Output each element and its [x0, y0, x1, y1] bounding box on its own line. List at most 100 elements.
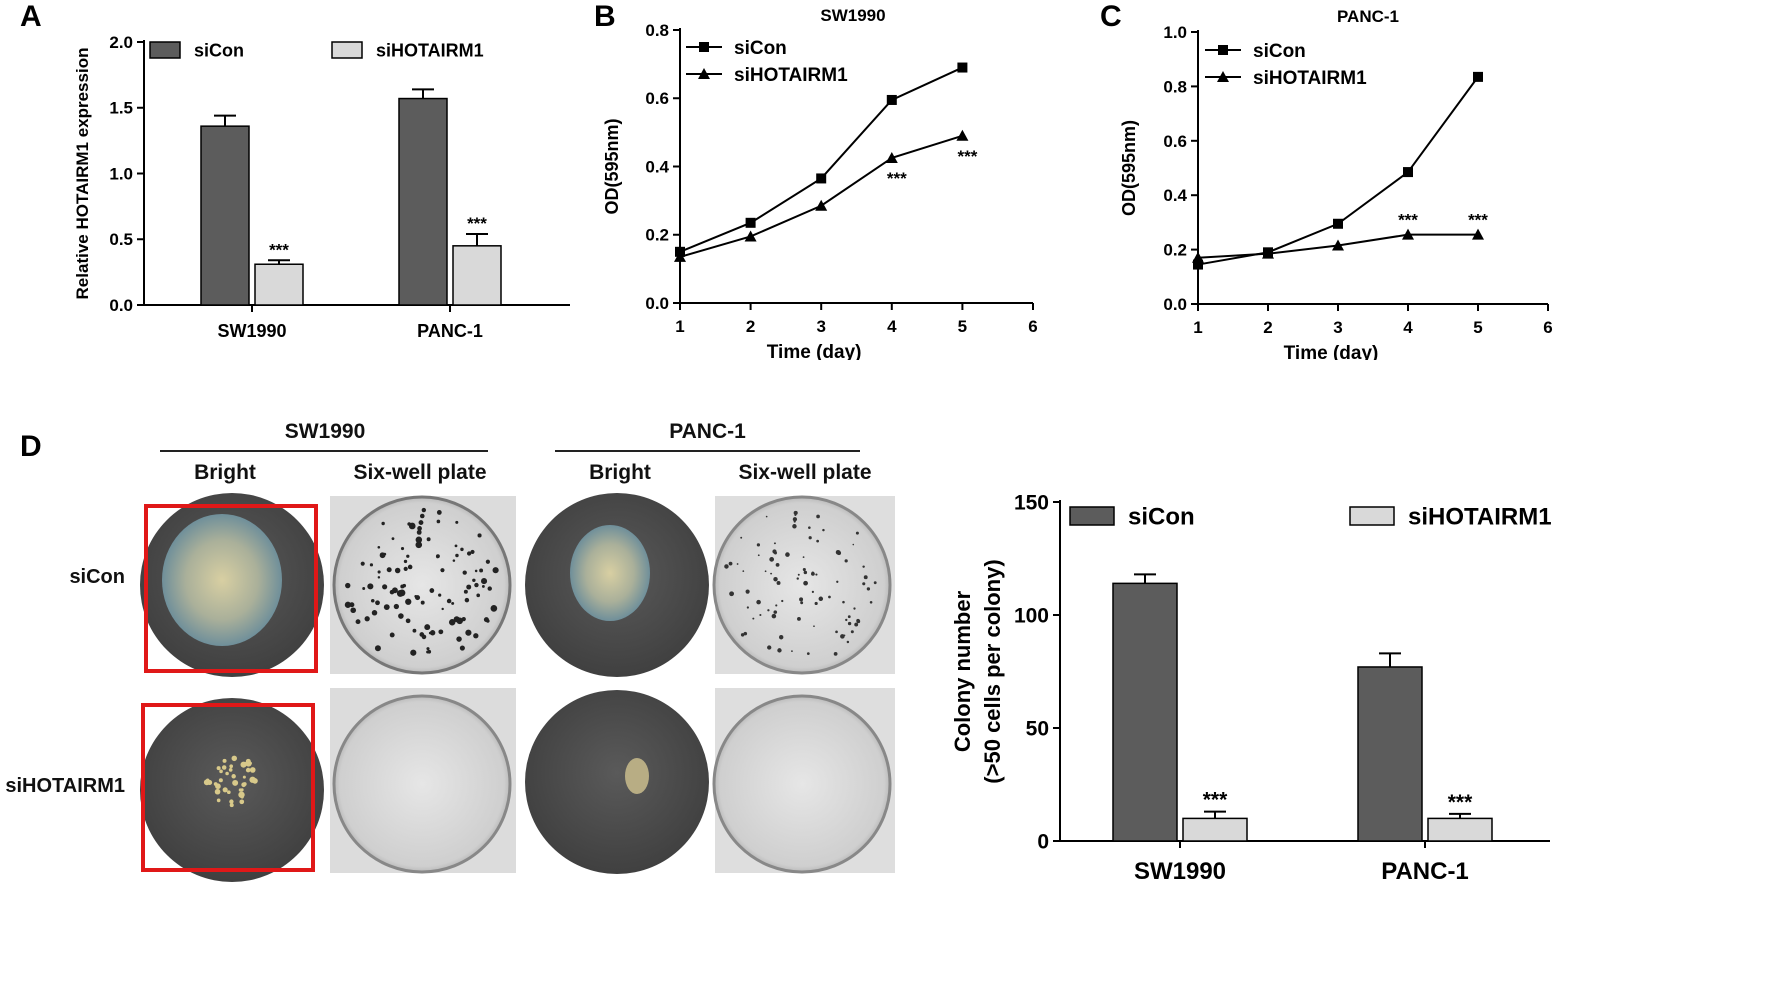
colony-dot	[740, 633, 745, 637]
data-point-sihotairm1	[885, 151, 898, 163]
series-line-sicon	[679, 66, 963, 253]
y-tick-label: 0.6	[1163, 132, 1187, 151]
colony-dot	[736, 563, 739, 565]
colony-dot	[728, 561, 733, 566]
group-divider-panc1	[555, 450, 860, 452]
colony-dot	[221, 765, 227, 770]
colony-dot	[769, 556, 775, 562]
significance-label: ***	[1203, 789, 1228, 812]
colony-dot	[802, 567, 806, 572]
colony-dot	[743, 631, 748, 636]
legend-swatch	[149, 41, 181, 59]
y-tick-label: 0.6	[645, 89, 669, 108]
y-tick-label: 2.0	[109, 33, 133, 52]
colony-dot	[777, 648, 782, 653]
colony-dot	[370, 598, 375, 603]
colony-dot	[389, 632, 395, 638]
colony-medium	[570, 525, 650, 621]
panel-letter-d: D	[20, 430, 42, 463]
x-tick-label: 4	[1403, 318, 1413, 337]
colony-dot	[389, 589, 395, 595]
legend-label: siHOTAIRM1	[1253, 68, 1367, 89]
colony-dot	[811, 571, 815, 576]
colony-dot	[770, 572, 773, 575]
colony-dot	[800, 601, 804, 605]
colony-dots-sw1990-sicon	[344, 507, 499, 656]
colony-dot	[393, 603, 400, 610]
colony-dot	[403, 559, 408, 564]
highlight-box-sw1990-sicon	[144, 504, 318, 673]
colony-dot	[421, 507, 427, 513]
colony-dot	[245, 767, 251, 773]
colony-dot	[412, 628, 417, 633]
colony-dot	[424, 624, 431, 631]
colony-dot	[466, 551, 472, 556]
significance-label: ***	[957, 147, 977, 166]
colony-dot	[400, 584, 405, 589]
colony-dot	[386, 567, 392, 573]
group-divider-sw1990	[160, 450, 488, 452]
significance-label: ***	[1448, 791, 1473, 814]
colony-dot	[476, 593, 481, 598]
colony-dot	[219, 769, 223, 774]
colony-dot	[793, 510, 798, 515]
colony-dot	[414, 594, 418, 598]
data-point-sicon	[1473, 71, 1483, 82]
colony-dot	[775, 604, 778, 607]
colony-dot	[452, 559, 456, 562]
y-tick-label: 0.4	[645, 157, 669, 176]
colony-dot	[451, 601, 455, 605]
colony-dot	[808, 526, 811, 529]
y-tick-label: 0.8	[1163, 77, 1187, 96]
colony-dot	[436, 510, 442, 515]
colony-dot	[420, 600, 425, 605]
colony-dot	[231, 755, 237, 762]
x-axis-label: Time (day)	[767, 342, 862, 360]
colony-dot	[438, 593, 442, 597]
colony-dot	[405, 618, 411, 624]
bar-sihotairm1	[254, 263, 304, 306]
col-header-sixwell-2: Six-well plate	[738, 461, 872, 484]
legend-swatch	[1069, 506, 1115, 526]
data-point-sicon	[1403, 167, 1413, 178]
colony-dot	[405, 598, 412, 605]
colony-dot	[416, 529, 422, 535]
y-tick-label: 100	[1014, 604, 1049, 627]
y-tick-label: 150	[1014, 491, 1049, 514]
colony-dot	[464, 597, 470, 603]
colony-dot	[845, 618, 848, 622]
colony-dot	[873, 581, 877, 585]
colony-dot	[803, 580, 808, 586]
colony-dot	[448, 618, 456, 626]
colony-dot	[773, 577, 778, 582]
data-point-sihotairm1	[1262, 247, 1274, 259]
legend-label: siCon	[1253, 41, 1306, 62]
colony-dot	[344, 601, 352, 608]
colony-dot	[866, 587, 871, 591]
y-tick-label: 0.4	[1163, 186, 1187, 205]
colony-dot	[799, 597, 804, 602]
colony-dot	[345, 582, 351, 589]
colony-dot	[215, 783, 221, 790]
colony-dot	[446, 598, 452, 604]
y-axis-label: Relative HOTAIRM1 expression	[73, 48, 92, 300]
y-tick-label: 1.0	[1163, 23, 1187, 42]
y-axis-label: (>50 cells per colony)	[980, 559, 1005, 783]
colony-dot	[756, 599, 761, 605]
colony-dot	[419, 513, 425, 519]
colony-dot	[811, 590, 814, 593]
colony-dot	[398, 613, 404, 619]
colony-dot	[238, 788, 243, 792]
y-tick-label: 1.5	[109, 99, 133, 118]
colony-dot	[844, 559, 848, 563]
col-header-bright-2: Bright	[589, 461, 651, 484]
colony-dot	[362, 587, 366, 590]
colony-dot	[231, 774, 236, 779]
col-header-sixwell-1: Six-well plate	[353, 461, 487, 484]
colony-dot	[797, 573, 800, 576]
colony-dot	[415, 536, 423, 544]
colony-dot	[229, 764, 234, 769]
colony-dot	[225, 771, 229, 776]
group-header-panc1: PANC-1	[669, 420, 746, 443]
colony-dot	[477, 533, 482, 538]
